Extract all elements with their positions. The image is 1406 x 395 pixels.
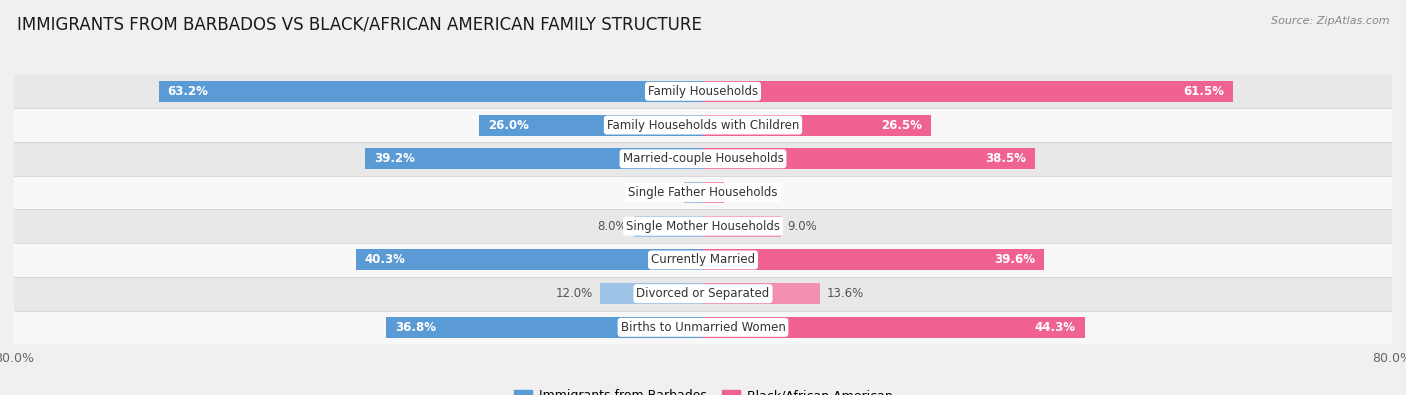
Text: 13.6%: 13.6% xyxy=(827,287,865,300)
Bar xyxy=(14,176,1392,209)
Bar xyxy=(14,277,1392,310)
Text: 2.4%: 2.4% xyxy=(731,186,761,199)
Text: Currently Married: Currently Married xyxy=(651,254,755,267)
Text: 39.6%: 39.6% xyxy=(994,254,1035,267)
Text: 40.3%: 40.3% xyxy=(364,254,405,267)
Text: Family Households with Children: Family Households with Children xyxy=(607,118,799,132)
Bar xyxy=(14,75,1392,108)
Bar xyxy=(14,142,1392,176)
Bar xyxy=(356,250,703,271)
Text: 26.0%: 26.0% xyxy=(488,118,529,132)
Text: 12.0%: 12.0% xyxy=(555,287,593,300)
Text: 44.3%: 44.3% xyxy=(1035,321,1076,334)
Bar xyxy=(703,317,1084,338)
Bar xyxy=(685,182,703,203)
Bar xyxy=(634,216,703,237)
Bar xyxy=(14,108,1392,142)
Text: 9.0%: 9.0% xyxy=(787,220,817,233)
Bar xyxy=(14,310,1392,344)
Text: Divorced or Separated: Divorced or Separated xyxy=(637,287,769,300)
Text: Source: ZipAtlas.com: Source: ZipAtlas.com xyxy=(1271,16,1389,26)
Bar xyxy=(703,148,1035,169)
Legend: Immigrants from Barbados, Black/African American: Immigrants from Barbados, Black/African … xyxy=(513,389,893,395)
Bar xyxy=(14,209,1392,243)
Bar xyxy=(387,317,703,338)
Text: 38.5%: 38.5% xyxy=(986,152,1026,165)
Text: 26.5%: 26.5% xyxy=(882,118,922,132)
Text: 8.0%: 8.0% xyxy=(598,220,627,233)
Text: Family Households: Family Households xyxy=(648,85,758,98)
Bar xyxy=(703,250,1045,271)
Text: Single Mother Households: Single Mother Households xyxy=(626,220,780,233)
Bar xyxy=(703,216,780,237)
Bar xyxy=(599,283,703,304)
Bar xyxy=(703,182,724,203)
Bar xyxy=(14,243,1392,277)
Text: IMMIGRANTS FROM BARBADOS VS BLACK/AFRICAN AMERICAN FAMILY STRUCTURE: IMMIGRANTS FROM BARBADOS VS BLACK/AFRICA… xyxy=(17,16,702,34)
Text: 39.2%: 39.2% xyxy=(374,152,415,165)
Bar xyxy=(159,81,703,102)
Text: 36.8%: 36.8% xyxy=(395,321,436,334)
Bar xyxy=(366,148,703,169)
Text: Married-couple Households: Married-couple Households xyxy=(623,152,783,165)
Bar xyxy=(703,81,1233,102)
Text: 61.5%: 61.5% xyxy=(1182,85,1225,98)
Text: Single Father Households: Single Father Households xyxy=(628,186,778,199)
Text: Births to Unmarried Women: Births to Unmarried Women xyxy=(620,321,786,334)
Bar xyxy=(479,115,703,135)
Bar xyxy=(703,283,820,304)
Text: 2.2%: 2.2% xyxy=(647,186,678,199)
Bar xyxy=(703,115,931,135)
Text: 63.2%: 63.2% xyxy=(167,85,208,98)
